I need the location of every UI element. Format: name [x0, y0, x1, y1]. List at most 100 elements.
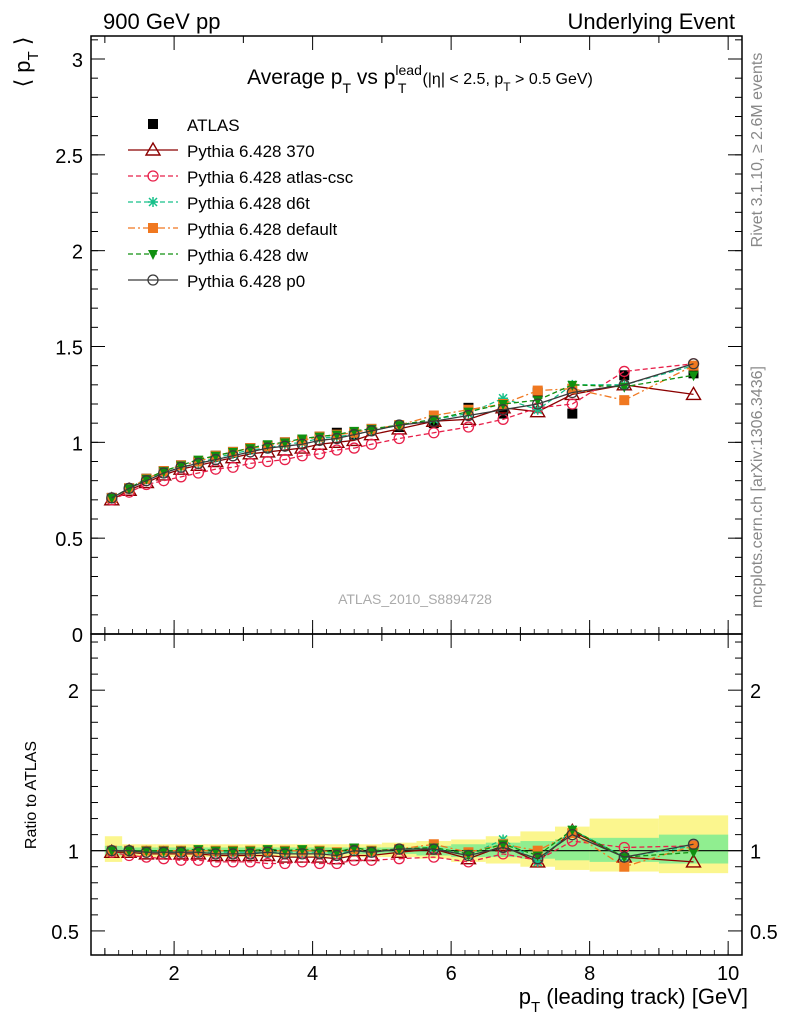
- data-point: [331, 432, 343, 445]
- ratio-data-point: [140, 846, 153, 858]
- series-pythia-6-428-dw: [106, 371, 699, 504]
- data-point: [393, 419, 405, 431]
- data-point: [394, 421, 405, 432]
- y-tick-label: 3: [72, 50, 83, 72]
- ratio-data-point: [210, 848, 222, 860]
- ratio-data-point: [331, 849, 343, 862]
- ratio-data-point: [261, 846, 274, 858]
- data-point: [227, 447, 238, 458]
- data-point: [566, 386, 578, 399]
- ratio-data-point: [428, 843, 440, 855]
- ratio-series-line: [111, 840, 694, 865]
- chart-title-part: T: [503, 80, 511, 94]
- legend-item: Pythia 6.428 default: [128, 220, 338, 239]
- ratio-data-point: [394, 845, 405, 856]
- legend-marker: [147, 170, 159, 182]
- ratio-data-point: [365, 846, 378, 858]
- data-point: [566, 398, 578, 410]
- data-point: [462, 421, 475, 433]
- series-line: [111, 363, 694, 499]
- main-ylabel-part: T: [25, 51, 42, 60]
- ratio-data-point: [313, 848, 326, 860]
- ratio-series-pythia-6-428-p0: [106, 828, 700, 865]
- ratio-data-point: [192, 846, 204, 858]
- data-point: [685, 386, 702, 401]
- legend-marker: [148, 197, 158, 207]
- data-point: [244, 457, 256, 470]
- header-left-label: 900 GeV pp: [103, 9, 220, 34]
- y-tick-label: 1.5: [55, 338, 83, 360]
- data-point: [532, 396, 543, 407]
- data-point: [366, 424, 377, 435]
- legend-item: Pythia 6.428 atlas-csc: [128, 168, 354, 187]
- data-point: [244, 446, 256, 458]
- chart-title-part: T: [398, 80, 407, 96]
- chart-title-part: (|η| < 2.5, p: [422, 71, 503, 88]
- legend-label: Pythia 6.428 d6t: [187, 194, 310, 213]
- legend-item: Pythia 6.428 370: [128, 141, 315, 161]
- data-point: [462, 409, 475, 422]
- ratio-data-point: [688, 848, 699, 859]
- data-point: [227, 461, 239, 473]
- legend-item: Pythia 6.428 dw: [128, 246, 309, 265]
- data-point: [158, 467, 170, 479]
- data-point: [498, 408, 509, 419]
- x-tick-label: 10: [717, 963, 739, 985]
- ratio-y-tick-label-right: 1: [750, 842, 761, 864]
- data-point: [176, 461, 187, 472]
- legend-label: Pythia 6.428 default: [187, 220, 338, 239]
- ratio-data-point: [688, 840, 699, 851]
- chart-title-part: Average p: [247, 66, 342, 89]
- ratio-data-point: [618, 851, 630, 863]
- ratio-data-point: [158, 846, 170, 858]
- data-point: [688, 371, 699, 382]
- x-tick-label: 4: [307, 963, 318, 985]
- data-point: [296, 450, 308, 462]
- ratio-data-point: [175, 846, 187, 858]
- data-point: [314, 432, 325, 443]
- legend-marker: [144, 141, 162, 156]
- x-tick-label: 8: [584, 963, 595, 985]
- ratio-data-point: [348, 845, 360, 857]
- svg-text:⟨ pT ⟩: ⟨ pT ⟩: [10, 37, 42, 88]
- data-point: [245, 444, 256, 455]
- ratio-data-point: [123, 845, 135, 857]
- data-point: [619, 395, 630, 406]
- data-point: [532, 398, 544, 410]
- data-point: [175, 461, 187, 473]
- x-axis-label: pT (leading track) [GeV]: [519, 984, 748, 1016]
- legend: ATLAS Pythia 6.428 370 Pythia 6.428 atlas-…: [128, 116, 354, 291]
- chart-title-part: vs p: [351, 66, 395, 89]
- legend-label: Pythia 6.428 370: [187, 142, 315, 161]
- series-line: [111, 365, 694, 499]
- data-point: [331, 430, 342, 441]
- data-point: [279, 453, 291, 466]
- y-tick-label: 2: [72, 242, 83, 264]
- data-point: [497, 404, 509, 416]
- data-point: [262, 440, 273, 451]
- y-tick-label: 1: [72, 433, 83, 455]
- ratio-stat-band: [555, 839, 590, 861]
- data-point: [365, 425, 378, 437]
- ratio-data-point: [106, 845, 118, 857]
- ratio-data-point: [532, 853, 544, 865]
- analysis-watermark: ATLAS_2010_S8894728: [338, 591, 492, 607]
- data-point: [123, 482, 135, 494]
- data-point: [567, 408, 578, 419]
- x-tick-label: 2: [169, 963, 180, 985]
- main-ylabel-part: ⟨ p: [10, 60, 35, 87]
- data-point: [618, 379, 630, 391]
- data-point: [532, 404, 543, 415]
- x-tick-label: 6: [446, 963, 457, 985]
- main-ylabel-part: ⟩: [10, 37, 35, 52]
- legend-item: ATLAS: [148, 116, 240, 135]
- ratio-data-point: [124, 846, 135, 857]
- data-point: [348, 429, 360, 441]
- data-point: [193, 455, 204, 466]
- data-point: [688, 360, 699, 371]
- data-point: [428, 415, 439, 426]
- data-point: [331, 444, 343, 456]
- data-point: [348, 442, 360, 454]
- data-point: [687, 358, 700, 370]
- data-point: [210, 453, 222, 466]
